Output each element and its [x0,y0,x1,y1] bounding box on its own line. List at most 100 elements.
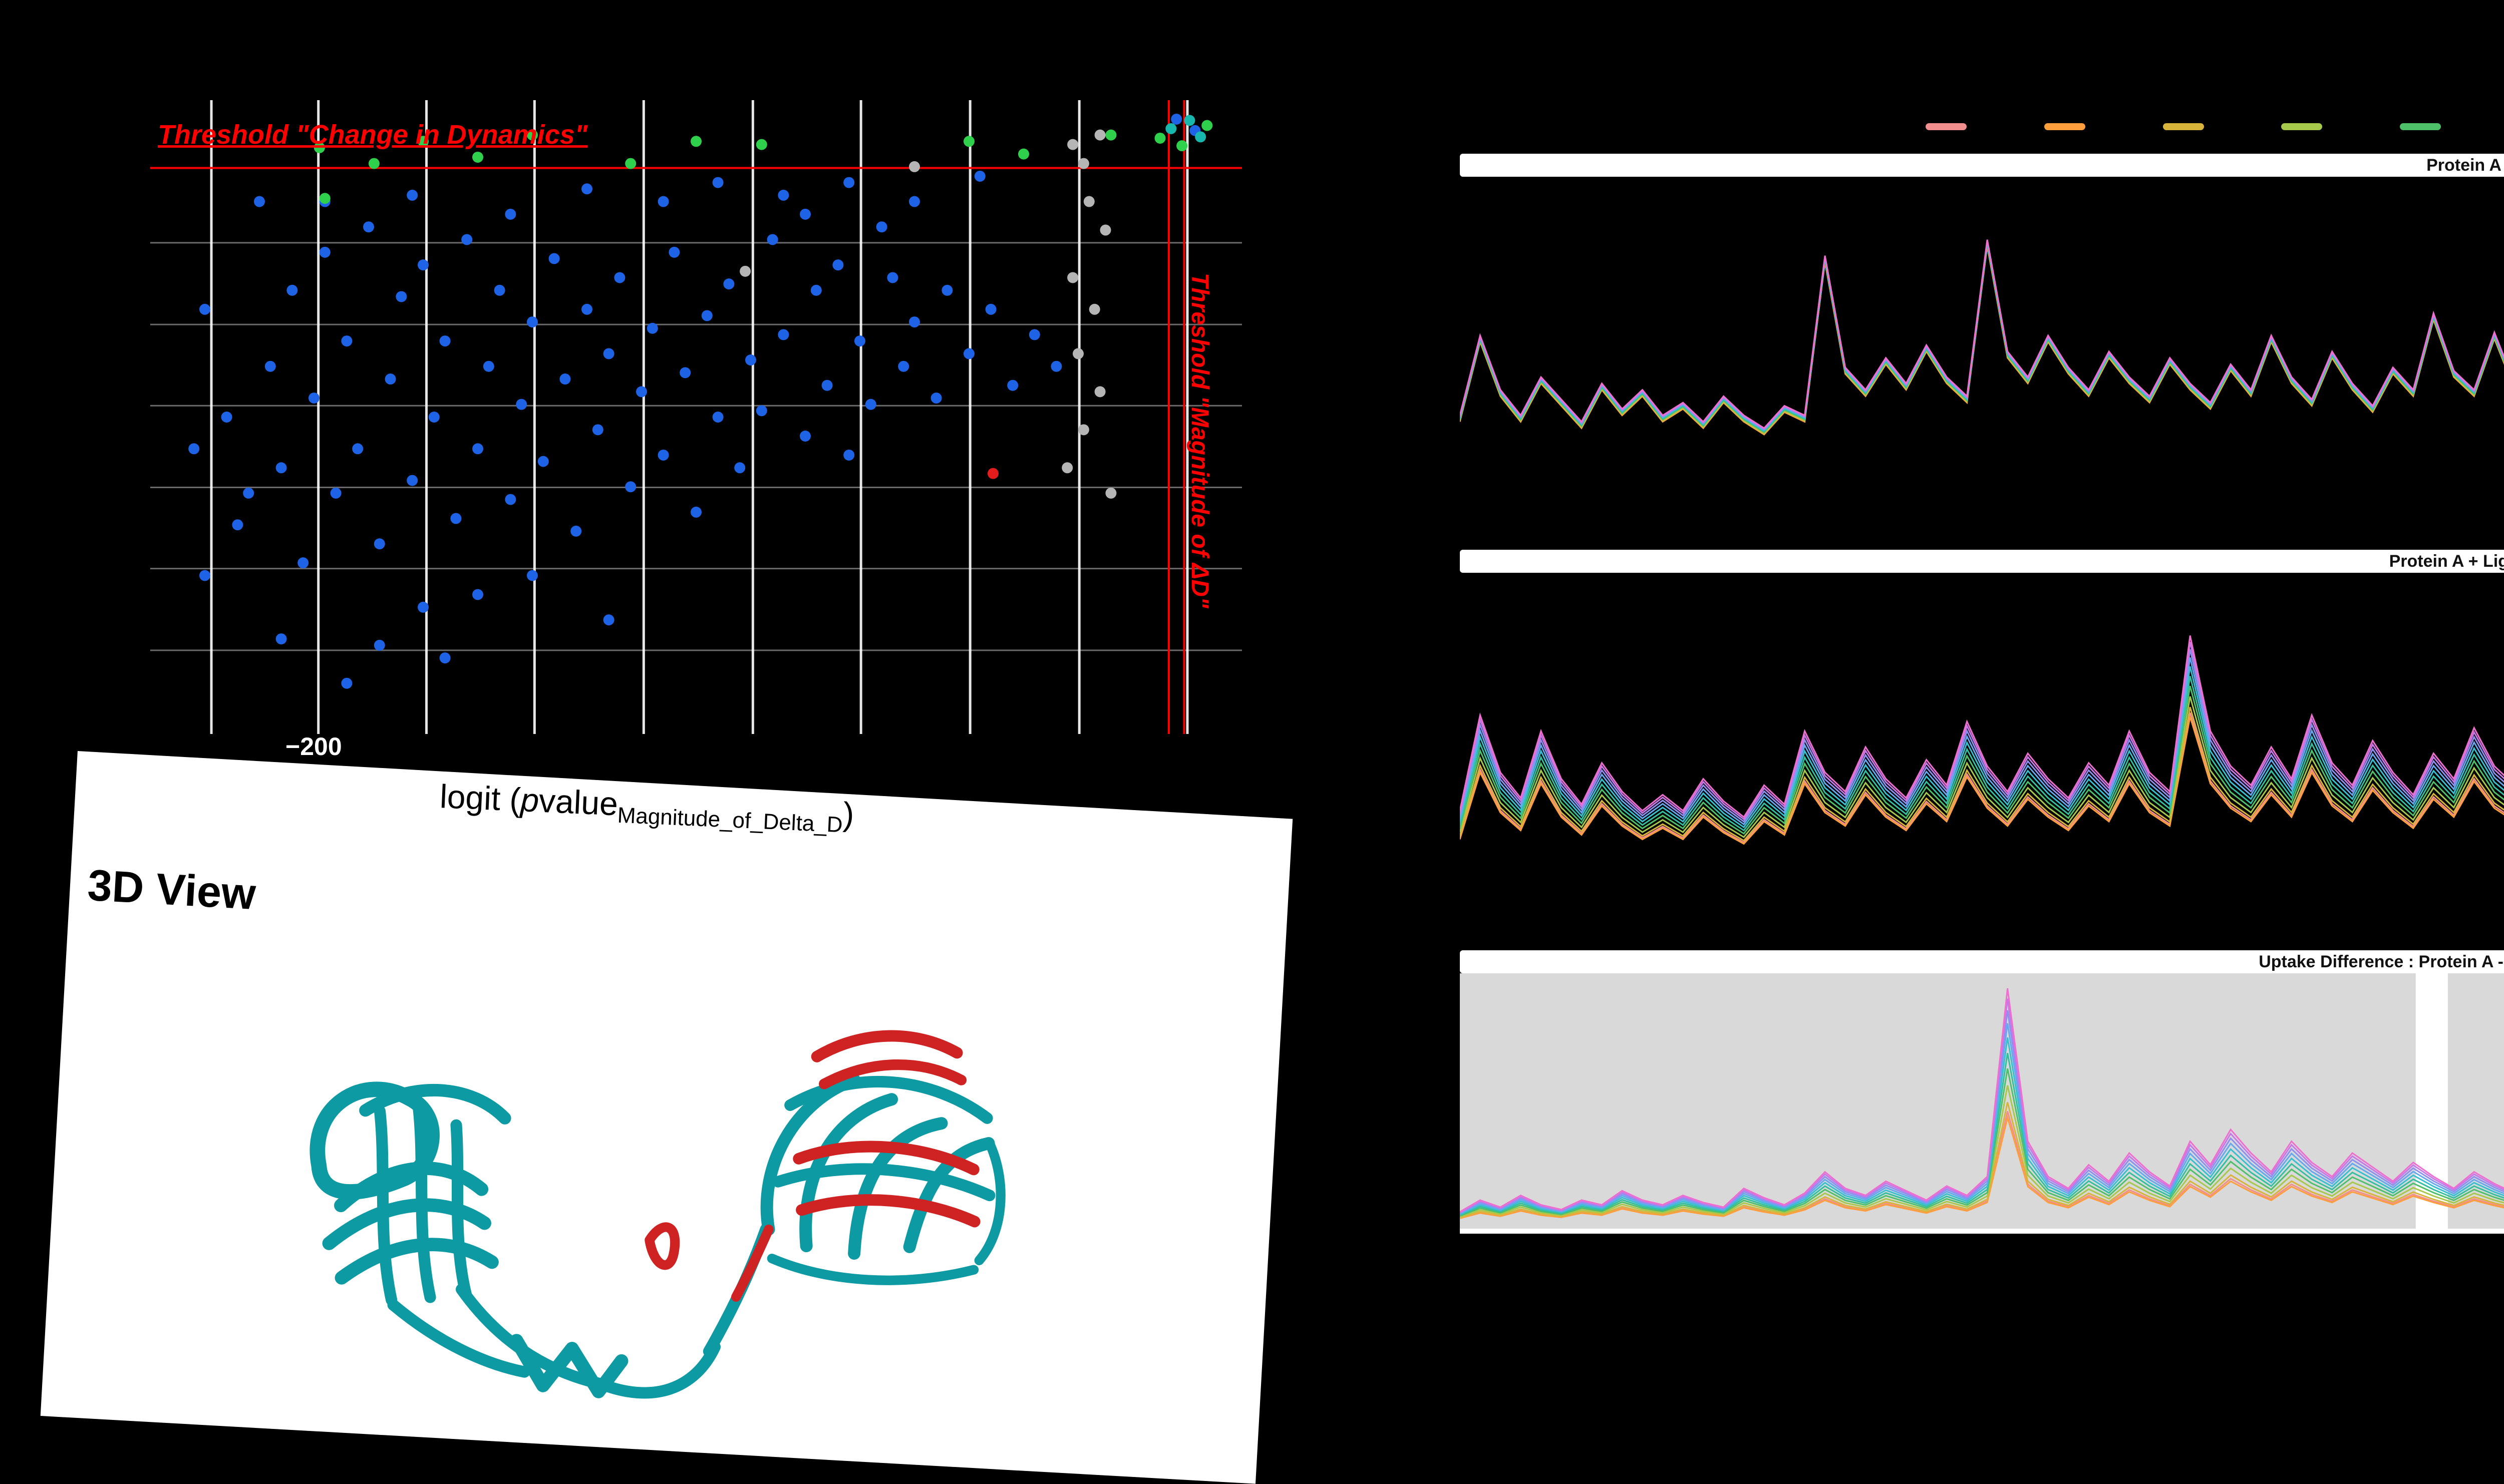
scatter-point-blue[interactable] [548,253,560,264]
scatter-point-blue[interactable] [909,316,920,328]
scatter-point-blue[interactable] [472,443,483,455]
scatter-point-blue[interactable] [712,177,724,188]
scatter-point-blue[interactable] [374,538,385,550]
scatter-point-blue[interactable] [418,601,429,613]
scatter-point-gray[interactable] [740,265,751,277]
scatter-point-green[interactable] [1105,129,1117,141]
scatter-point-blue[interactable] [734,462,746,474]
scatter-point-green[interactable] [1154,132,1166,144]
scatter-point-blue[interactable] [625,481,637,493]
scatter-point-gray[interactable] [1083,196,1095,207]
scatter-point-blue[interactable] [570,525,582,537]
scatter-point-blue[interactable] [254,196,265,207]
scatter-point-blue[interactable] [1051,360,1062,372]
scatter-point-blue[interactable] [439,335,451,347]
scatter-point-green[interactable] [527,129,538,141]
scatter-point-blue[interactable] [843,449,855,461]
scatter-point-teal[interactable] [1165,123,1177,134]
scatter-point-gray[interactable] [1105,487,1117,499]
scatter-point-blue[interactable] [275,462,287,474]
scatter-point-blue[interactable] [516,399,527,410]
scatter-point-blue[interactable] [942,284,953,296]
scatter-point-gray[interactable] [1078,424,1089,436]
scatter-point-blue[interactable] [680,367,691,379]
scatter-point-blue[interactable] [407,189,418,201]
scatter-point-blue[interactable] [352,443,364,455]
scatter-point-blue[interactable] [887,272,898,283]
uptake-difference-plot[interactable] [1460,973,2504,1234]
scatter-point-blue[interactable] [483,360,494,372]
scatter-point-blue[interactable] [374,639,385,651]
protein-ribbon-3d-view[interactable] [86,904,1234,1466]
scatter-point-gray[interactable] [1094,386,1106,398]
scatter-point-blue[interactable] [286,284,298,296]
scatter-point-gray[interactable] [1100,224,1111,236]
scatter-point-blue[interactable] [472,589,483,600]
scatter-point-blue[interactable] [527,570,538,581]
scatter-point-blue[interactable] [909,196,920,207]
scatter-point-blue[interactable] [264,360,276,372]
scatter-point-blue[interactable] [297,557,309,569]
scatter-point-gray[interactable] [1094,129,1106,141]
scatter-point-gray[interactable] [1078,158,1089,169]
uptake-plot-protein-a[interactable] [1460,177,2504,521]
scatter-point-blue[interactable] [821,380,833,391]
scatter-point-blue[interactable] [658,449,669,461]
scatter-point-blue[interactable] [723,278,735,290]
scatter-point-blue[interactable] [1029,329,1040,340]
scatter-point-blue[interactable] [647,322,658,334]
scatter-point-blue[interactable] [537,456,549,467]
scatter-point-green[interactable] [314,142,325,153]
scatter-point-blue[interactable] [232,519,243,531]
scatter-point-blue[interactable] [319,246,331,258]
scatter-point-blue[interactable] [505,208,516,220]
scatter-point-blue[interactable] [199,570,210,581]
scatter-point-blue[interactable] [603,614,614,626]
volcano-scatter-plot[interactable] [150,100,1242,734]
scatter-point-blue[interactable] [701,310,713,321]
scatter-point-blue[interactable] [385,374,396,385]
scatter-point-blue[interactable] [407,475,418,486]
scatter-point-blue[interactable] [691,506,702,518]
scatter-point-blue[interactable] [800,208,811,220]
scatter-point-blue[interactable] [985,303,997,315]
scatter-point-blue[interactable] [1007,380,1019,391]
scatter-point-green[interactable] [625,158,637,169]
scatter-point-teal[interactable] [1184,115,1195,126]
scatter-point-blue[interactable] [930,393,942,404]
scatter-point-blue[interactable] [341,677,353,689]
scatter-point-blue[interactable] [854,335,865,347]
scatter-point-green[interactable] [472,151,483,163]
scatter-point-blue[interactable] [876,221,887,233]
scatter-point-blue[interactable] [341,335,353,347]
scatter-point-blue[interactable] [636,386,647,398]
scatter-point-gray[interactable] [1062,462,1073,474]
scatter-point-blue[interactable] [559,374,571,385]
uptake-plot-protein-a-ligand[interactable] [1460,573,2504,916]
scatter-point-blue[interactable] [832,259,844,271]
scatter-point-blue[interactable] [756,405,767,417]
scatter-point-blue[interactable] [450,513,462,524]
scatter-point-blue[interactable] [712,412,724,423]
scatter-point-blue[interactable] [898,360,909,372]
scatter-point-green[interactable] [756,139,767,150]
scatter-point-blue[interactable] [461,234,473,245]
scatter-point-blue[interactable] [778,189,789,201]
scatter-point-green[interactable] [368,158,380,169]
scatter-point-blue[interactable] [505,494,516,505]
scatter-point-blue[interactable] [330,487,342,499]
scatter-point-blue[interactable] [581,303,592,315]
scatter-point-green[interactable] [418,136,429,147]
scatter-point-blue[interactable] [767,234,778,245]
scatter-point-green[interactable] [319,193,331,204]
scatter-point-blue[interactable] [363,221,374,233]
scatter-point-green[interactable] [1176,140,1188,152]
scatter-point-blue[interactable] [527,316,538,328]
scatter-point-blue[interactable] [396,291,407,302]
scatter-point-blue[interactable] [199,303,210,315]
scatter-point-blue[interactable] [865,399,876,410]
scatter-point-gray[interactable] [1089,303,1100,315]
scatter-point-green[interactable] [964,136,975,147]
scatter-point-blue[interactable] [592,424,603,436]
scatter-point-blue[interactable] [745,354,756,366]
